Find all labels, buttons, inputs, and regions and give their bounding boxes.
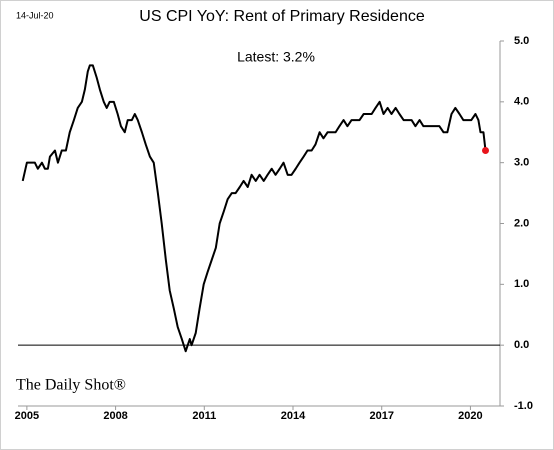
last-point	[482, 147, 490, 154]
line-series	[21, 64, 487, 353]
annotation: Latest: 3.2%	[237, 49, 315, 65]
y-tick-label: 1.0	[514, 278, 529, 290]
x-tick-label: 2008	[103, 410, 127, 422]
y-tick-label: 3.0	[514, 157, 529, 169]
y-tick-label: 2.0	[514, 217, 529, 229]
x-tick-label: 2014	[281, 410, 306, 422]
x-tick-label: 2005	[15, 410, 39, 422]
date-stamp: 14-Jul-20	[16, 10, 54, 20]
y-tick-label: 0.0	[514, 339, 529, 351]
x-tick-label: 2011	[192, 410, 216, 422]
watermark: The Daily Shot®	[16, 377, 126, 394]
chart-title: US CPI YoY: Rent of Primary Residence	[139, 8, 425, 25]
y-tick-label: -1.0	[514, 400, 533, 412]
y-tick-label: 5.0	[514, 35, 529, 47]
x-tick-label: 2017	[369, 410, 393, 422]
y-tick-label: 4.0	[514, 96, 529, 108]
x-tick-label: 2020	[458, 410, 482, 422]
